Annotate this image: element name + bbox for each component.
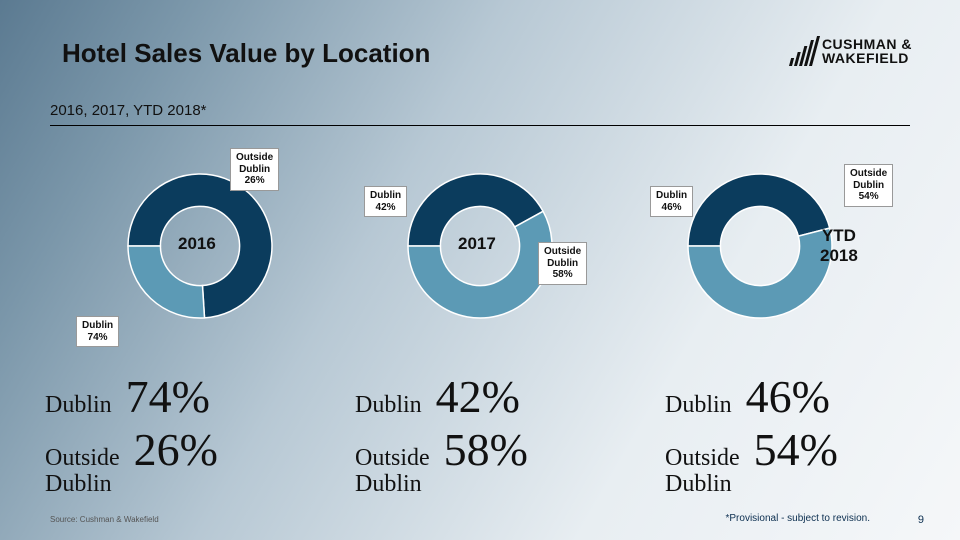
brand-logo-line2: WAKEFIELD <box>822 51 912 65</box>
stat-label: OutsideDublin <box>665 445 740 498</box>
stat-value: 74% <box>126 370 210 423</box>
stat-value: 26% <box>134 423 218 476</box>
stat-line: OutsideDublin 26% <box>45 423 295 498</box>
stat-line: OutsideDublin 58% <box>355 423 605 498</box>
slice-label-2016-outside: OutsideDublin26% <box>230 148 279 191</box>
donut-svg-2018 <box>685 171 835 321</box>
stat-label: Dublin <box>355 392 422 418</box>
donut-chart-2016: 2016 Dublin74% OutsideDublin26% <box>60 156 340 336</box>
stat-value: 58% <box>444 423 528 476</box>
brand-logo-icon <box>789 36 812 66</box>
donut-chart-2017: 2017 Dublin42% OutsideDublin58% <box>340 156 620 336</box>
donut-chart-2018: YTD2018 Dublin46% OutsideDublin54% <box>620 156 900 336</box>
stat-line: OutsideDublin 54% <box>665 423 915 498</box>
brand-logo-line1: CUSHMAN & <box>822 37 912 51</box>
stat-col-2017: Dublin 42% OutsideDublin 58% <box>355 370 605 498</box>
source-note: Source: Cushman & Wakefield <box>50 515 159 524</box>
stat-line: Dublin 74% <box>45 370 295 423</box>
stat-label: OutsideDublin <box>45 445 120 498</box>
brand-logo-text: CUSHMAN & WAKEFIELD <box>822 37 912 65</box>
stat-line: Dublin 42% <box>355 370 605 423</box>
slide-root: Hotel Sales Value by Location CUSHMAN & … <box>0 0 960 540</box>
stat-label: OutsideDublin <box>355 445 430 498</box>
year-label-2017: 2017 <box>458 234 496 254</box>
year-label-2018: YTD2018 <box>820 226 858 266</box>
page-title: Hotel Sales Value by Location <box>62 38 430 69</box>
stat-label: Dublin <box>665 392 732 418</box>
slice-label-2017-dublin: Dublin42% <box>364 186 407 217</box>
stat-col-2016: Dublin 74% OutsideDublin 26% <box>45 370 295 498</box>
stats-row: Dublin 74% OutsideDublin 26% Dublin 42% … <box>0 370 960 498</box>
stat-value: 46% <box>746 370 830 423</box>
slice-label-2018-dublin: Dublin46% <box>650 186 693 217</box>
stat-label: Dublin <box>45 392 112 418</box>
stat-line: Dublin 46% <box>665 370 915 423</box>
stat-value: 42% <box>436 370 520 423</box>
year-label-2016: 2016 <box>178 234 216 254</box>
donut-chart-row: 2016 Dublin74% OutsideDublin26% 2017 Dub… <box>0 156 960 336</box>
slice-label-2016-dublin: Dublin74% <box>76 316 119 347</box>
stat-value: 54% <box>754 423 838 476</box>
subtitle: 2016, 2017, YTD 2018* <box>50 102 910 126</box>
slice-label-2017-outside: OutsideDublin58% <box>538 242 587 285</box>
footnote: *Provisional - subject to revision. <box>725 513 870 524</box>
brand-logo: CUSHMAN & WAKEFIELD <box>789 36 912 66</box>
page-number: 9 <box>918 514 924 526</box>
slice-label-2018-outside: OutsideDublin54% <box>844 164 893 207</box>
stat-col-2018: Dublin 46% OutsideDublin 54% <box>665 370 915 498</box>
